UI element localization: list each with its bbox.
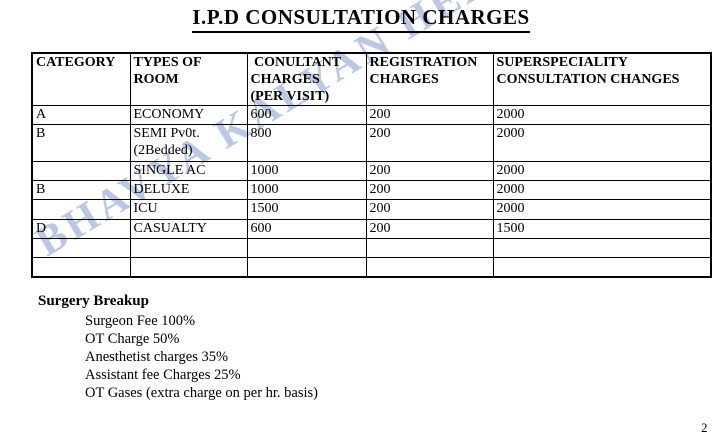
header-room-type: TYPES OF ROOM xyxy=(129,52,248,106)
cell-consultant xyxy=(246,238,367,258)
table-row: B DELUXE 1000 200 2000 xyxy=(31,180,712,200)
header-registration: REGISTRATION CHARGES xyxy=(365,52,494,106)
cell-room xyxy=(129,238,248,258)
page-number: 2 xyxy=(701,420,708,435)
cell-superspeciality: 2000 xyxy=(492,105,712,125)
table-row-empty xyxy=(31,238,712,258)
table-row: A ECONOMY 600 200 2000 xyxy=(31,105,712,125)
cell-room xyxy=(129,257,248,277)
cell-consultant: 1000 xyxy=(246,161,367,181)
cell-registration: 200 xyxy=(365,180,494,200)
cell-registration: 200 xyxy=(365,199,494,220)
cell-superspeciality xyxy=(492,238,712,258)
cell-consultant: 1500 xyxy=(246,199,367,220)
cell-superspeciality: 1500 xyxy=(492,219,712,239)
cell-category: A xyxy=(31,105,131,125)
cell-category: B xyxy=(31,180,131,200)
cell-consultant: 800 xyxy=(246,124,367,162)
cell-room: ECONOMY xyxy=(129,105,248,125)
cell-category: B xyxy=(31,124,131,162)
cell-room: SEMI Pv0t. (2Bedded) xyxy=(129,124,248,162)
cell-room: SINGLE AC xyxy=(129,161,248,181)
cell-consultant xyxy=(246,257,367,277)
cell-registration xyxy=(365,257,494,277)
table-row: B SEMI Pv0t. (2Bedded) 800 200 2000 xyxy=(31,124,712,162)
header-superspeciality: SUPERSPECIALITY CONSULTATION CHANGES xyxy=(492,52,712,106)
cell-registration: 200 xyxy=(365,219,494,239)
cell-consultant: 600 xyxy=(246,105,367,125)
list-item: OT Charge 50% xyxy=(85,331,180,347)
header-consultant: CONULTANT CHARGES (PER VISIT) xyxy=(246,52,367,106)
surgery-breakup-list: Surgeon Fee 100% OT Charge 50% Anestheti… xyxy=(38,312,318,402)
cell-registration: 200 xyxy=(365,161,494,181)
header-category: CATEGORY xyxy=(31,52,131,106)
table-row: SINGLE AC 1000 200 2000 xyxy=(31,161,712,181)
page-title-text: I.P.D CONSULTATION CHARGES xyxy=(192,5,530,33)
cell-superspeciality: 2000 xyxy=(492,199,712,220)
cell-category xyxy=(31,199,131,220)
cell-room: ICU xyxy=(129,199,248,220)
surgery-breakup-section: Surgery Breakup Surgeon Fee 100% OT Char… xyxy=(38,292,318,402)
cell-category xyxy=(31,257,131,277)
list-item: Surgeon Fee 100% xyxy=(85,313,196,329)
cell-room: CASUALTY xyxy=(129,219,248,239)
table-row: D CASUALTY 600 200 1500 xyxy=(31,219,712,239)
cell-superspeciality: 2000 xyxy=(492,180,712,200)
cell-superspeciality: 2000 xyxy=(492,161,712,181)
cell-consultant: 600 xyxy=(246,219,367,239)
cell-registration: 200 xyxy=(365,105,494,125)
cell-superspeciality: 2000 xyxy=(492,124,712,162)
list-item: Assistant fee Charges 25% xyxy=(85,367,241,383)
cell-room: DELUXE xyxy=(129,180,248,200)
cell-registration xyxy=(365,238,494,258)
cell-superspeciality xyxy=(492,257,712,277)
table-row-empty xyxy=(31,257,712,277)
cell-consultant: 1000 xyxy=(246,180,367,200)
list-item: OT Gases (extra charge on per hr. basis) xyxy=(85,385,318,401)
table-row: ICU 1500 200 2000 xyxy=(31,199,712,220)
page-title: I.P.D CONSULTATION CHARGES xyxy=(0,5,722,33)
list-item: Anesthetist charges 35% xyxy=(85,349,229,365)
table-header-row: CATEGORY TYPES OF ROOM CONULTANT CHARGES… xyxy=(31,52,712,106)
cell-category xyxy=(31,161,131,181)
charges-table: CATEGORY TYPES OF ROOM CONULTANT CHARGES… xyxy=(31,52,712,278)
cell-category xyxy=(31,238,131,258)
surgery-breakup-heading: Surgery Breakup xyxy=(38,293,149,309)
cell-registration: 200 xyxy=(365,124,494,162)
cell-category: D xyxy=(31,219,131,239)
